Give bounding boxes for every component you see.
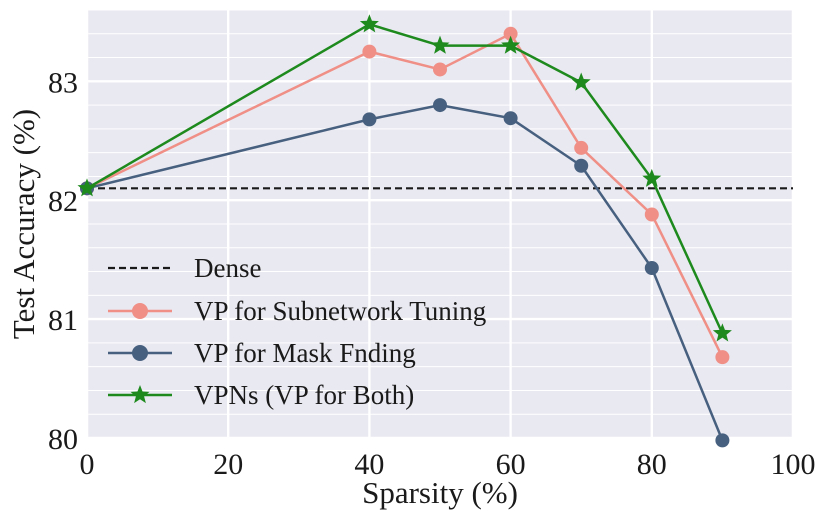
- y-tick-labels: 80 81 82 83: [48, 66, 78, 456]
- x-tick-label: 100: [771, 448, 816, 481]
- data-point-subnetwork-tuning: [715, 350, 730, 365]
- series-mask-finding: [80, 98, 730, 448]
- x-tick-label: 60: [496, 448, 526, 481]
- series-vpns: [77, 14, 732, 342]
- data-point-vpns: [642, 168, 662, 187]
- y-tick-label: 83: [48, 66, 78, 99]
- data-point-vpns: [571, 72, 591, 91]
- data-point-subnetwork-tuning: [644, 207, 659, 222]
- x-tick-label: 20: [213, 448, 243, 481]
- legend-label-dense: Dense: [194, 253, 261, 283]
- data-point-mask-finding: [362, 112, 377, 127]
- legend-label-vpns: VPNs (VP for Both): [194, 380, 414, 410]
- series-layer: [77, 14, 732, 448]
- x-tick-label: 0: [80, 448, 95, 481]
- legend-label-subnetwork-tuning: VP for Subnetwork Tuning: [194, 296, 486, 326]
- data-point-vpns: [430, 35, 450, 54]
- data-point-mask-finding: [644, 260, 659, 275]
- y-tick-label: 81: [48, 304, 78, 337]
- legend: Dense VP for Subnetwork Tuning VP for Ma…: [108, 253, 486, 410]
- data-point-mask-finding: [715, 433, 730, 448]
- y-axis-label: Test Accuracy (%): [6, 109, 41, 339]
- data-point-subnetwork-tuning: [433, 62, 447, 77]
- data-point-mask-finding: [433, 98, 447, 113]
- x-tick-labels: 0 20 40 60 80 100: [80, 448, 816, 481]
- legend-marker-mask-finding: [132, 345, 148, 361]
- data-point-subnetwork-tuning: [574, 140, 589, 155]
- legend-marker-vpns: [130, 385, 150, 404]
- x-tick-label: 80: [637, 448, 667, 481]
- data-point-vpns: [77, 178, 97, 197]
- data-point-vpns: [359, 14, 379, 33]
- x-tick-label: 40: [354, 448, 384, 481]
- data-point-subnetwork-tuning: [362, 44, 377, 59]
- data-point-vpns: [712, 323, 732, 342]
- data-point-subnetwork-tuning: [503, 26, 518, 41]
- data-point-mask-finding: [503, 111, 518, 126]
- data-point-vpns: [501, 35, 521, 54]
- legend-marker-subnetwork-tuning: [132, 303, 148, 319]
- y-tick-label: 82: [48, 185, 78, 218]
- data-point-mask-finding: [574, 158, 589, 173]
- legend-label-mask-finding: VP for Mask Fnding: [194, 338, 416, 368]
- x-axis-label: Sparsity (%): [362, 475, 518, 510]
- y-tick-label: 80: [48, 423, 78, 456]
